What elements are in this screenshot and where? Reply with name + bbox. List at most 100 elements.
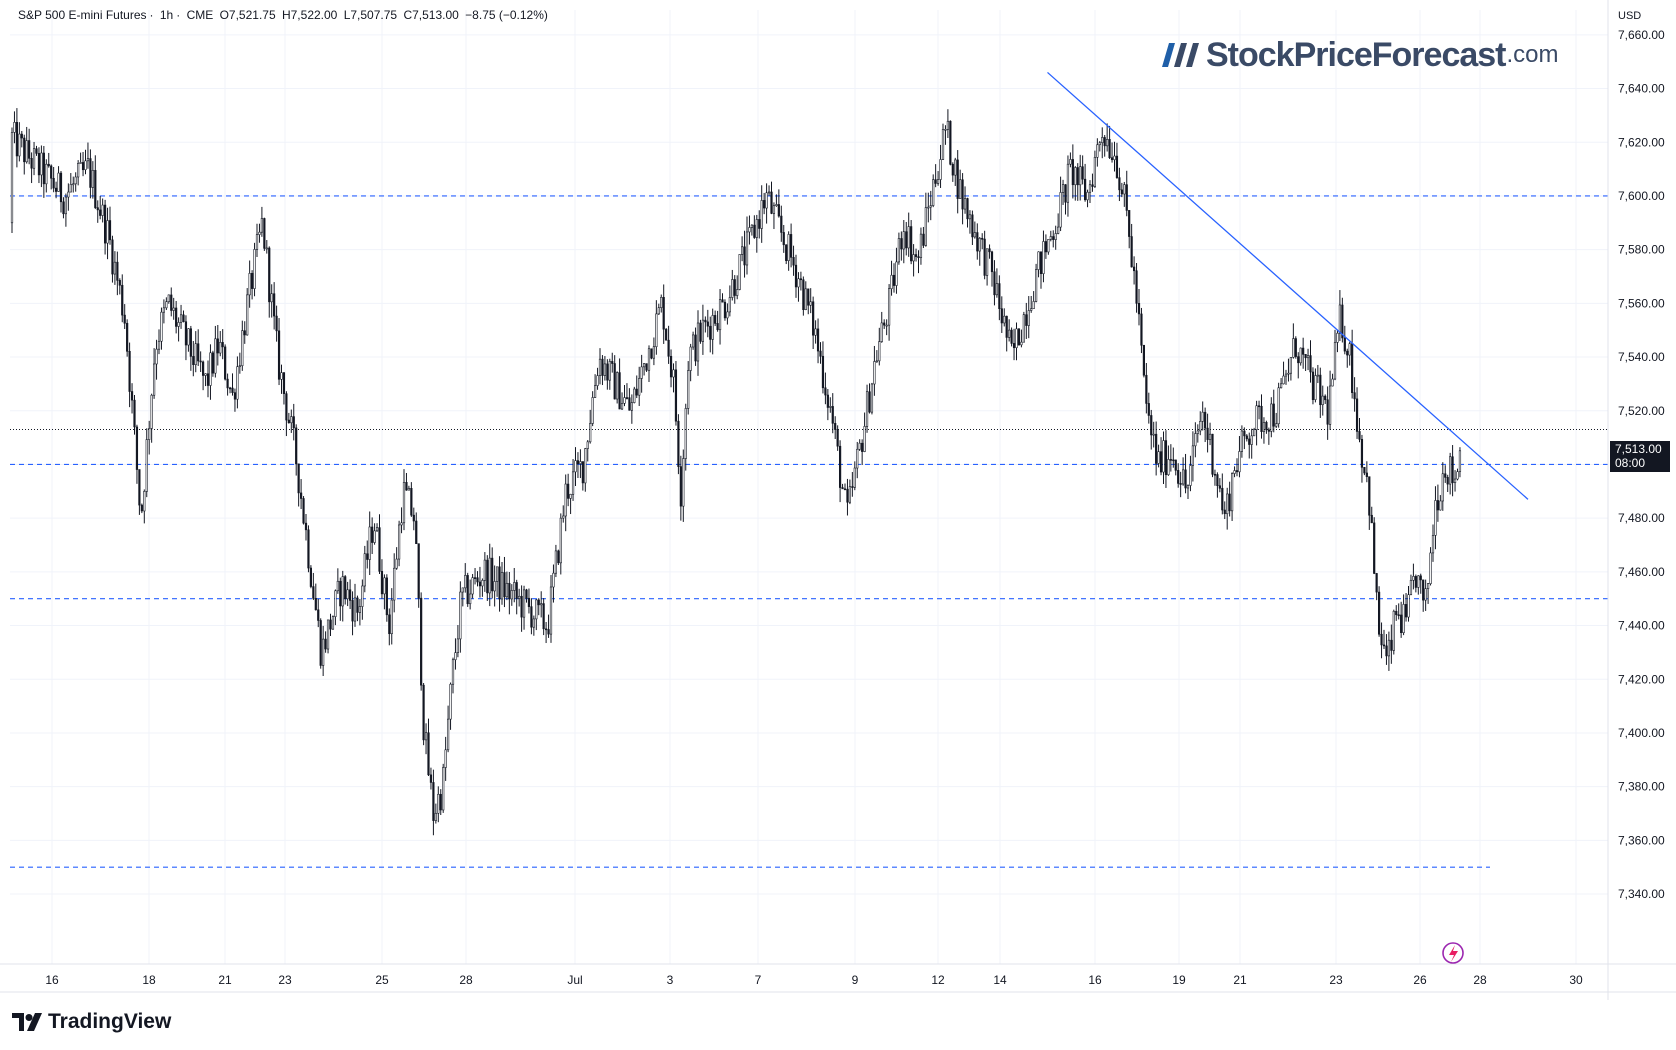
candle bbox=[383, 574, 386, 610]
candle bbox=[197, 329, 200, 366]
candle bbox=[1091, 173, 1094, 192]
candle bbox=[62, 197, 65, 219]
candle bbox=[1113, 141, 1116, 172]
candle bbox=[182, 310, 185, 323]
candle-body bbox=[576, 460, 580, 464]
candle bbox=[728, 285, 731, 317]
candle bbox=[1096, 138, 1099, 167]
time-scale[interactable]: 16 18 21 23 25 28 Jul 3 7 9 12 14 16 19 21 23 26 28 30 bbox=[45, 973, 1583, 987]
candle bbox=[133, 395, 136, 435]
candle-body bbox=[1358, 431, 1361, 440]
candle-body bbox=[1064, 184, 1067, 203]
candle bbox=[593, 374, 597, 398]
candle bbox=[400, 507, 403, 534]
candle bbox=[13, 111, 16, 144]
candle bbox=[532, 615, 535, 636]
candle bbox=[138, 469, 141, 515]
candle bbox=[620, 392, 624, 410]
trendline[interactable] bbox=[1047, 71, 1529, 500]
symbol-header[interactable]: S&P 500 E-mini Futures · 1h · CME O7,521.7… bbox=[18, 8, 548, 22]
candle-body bbox=[449, 683, 452, 720]
candle-body bbox=[963, 198, 967, 210]
candle bbox=[1017, 328, 1021, 346]
candle bbox=[483, 552, 486, 592]
close-value: C7,513.00 bbox=[403, 8, 459, 22]
candle bbox=[1005, 315, 1008, 352]
candle bbox=[1387, 631, 1390, 671]
candle-body bbox=[1306, 355, 1310, 359]
candle bbox=[1353, 377, 1356, 412]
y-tick-label: 7,660.00 bbox=[1618, 28, 1665, 42]
candle-body bbox=[709, 325, 712, 340]
candle bbox=[248, 260, 251, 308]
candle bbox=[1280, 378, 1283, 389]
candle bbox=[589, 409, 592, 444]
candle-body bbox=[84, 160, 87, 171]
candle-body bbox=[1326, 399, 1329, 425]
candle-body bbox=[1439, 500, 1442, 511]
candle-body bbox=[503, 572, 506, 598]
candle bbox=[1329, 370, 1332, 430]
symbol-name[interactable]: S&P 500 E-mini Futures bbox=[18, 8, 147, 22]
candle-body bbox=[13, 122, 16, 133]
candle-body bbox=[1211, 433, 1214, 475]
candle bbox=[554, 544, 557, 578]
candle bbox=[486, 555, 489, 601]
candle bbox=[834, 416, 837, 440]
candle-body bbox=[706, 321, 709, 327]
candle bbox=[674, 360, 678, 426]
candle-body bbox=[488, 557, 491, 594]
candle-body bbox=[368, 526, 371, 560]
candle bbox=[917, 250, 920, 274]
candle bbox=[1071, 144, 1074, 199]
candle-body bbox=[1123, 184, 1126, 195]
candle-body bbox=[807, 288, 810, 306]
candle-body bbox=[366, 553, 369, 560]
chart-area[interactable]: 7,340.00 7,360.00 7,380.00 7,400.00 7,420.00… bbox=[0, 0, 1676, 1000]
candle-body bbox=[1294, 338, 1297, 357]
candle-body bbox=[1250, 435, 1253, 445]
flash-icon[interactable] bbox=[1442, 942, 1464, 964]
candle bbox=[777, 189, 780, 218]
currency-label[interactable]: USD bbox=[1618, 10, 1642, 22]
candle bbox=[459, 581, 462, 653]
candle bbox=[211, 350, 215, 377]
candle-body bbox=[395, 558, 398, 569]
candle bbox=[1287, 358, 1290, 382]
candle bbox=[45, 159, 48, 193]
candle-body bbox=[263, 218, 266, 249]
candle bbox=[1125, 170, 1128, 217]
candle-body bbox=[101, 204, 104, 216]
candle-body bbox=[295, 427, 298, 465]
candle-body bbox=[1287, 372, 1290, 375]
candle-body bbox=[924, 207, 927, 246]
candle-body bbox=[902, 231, 905, 250]
candle bbox=[851, 472, 854, 497]
price-scale[interactable]: 7,340.00 7,360.00 7,380.00 7,400.00 7,420.00… bbox=[1618, 28, 1665, 901]
candle-body bbox=[694, 334, 697, 362]
candle-body bbox=[922, 233, 925, 246]
candle-body bbox=[819, 350, 822, 357]
candle-body bbox=[1324, 395, 1327, 401]
candle bbox=[442, 763, 445, 813]
candle bbox=[824, 372, 827, 405]
candle bbox=[709, 316, 712, 353]
candle bbox=[518, 588, 521, 607]
candle bbox=[684, 403, 687, 471]
candle-body bbox=[696, 322, 700, 362]
price-chart[interactable]: 7,340.00 7,360.00 7,380.00 7,400.00 7,420.00… bbox=[0, 0, 1676, 1000]
candle-body bbox=[863, 426, 866, 452]
tradingview-brand[interactable]: TradingView bbox=[12, 1010, 171, 1034]
candle bbox=[25, 126, 28, 164]
candle bbox=[1054, 225, 1057, 250]
candle bbox=[30, 152, 33, 184]
candle bbox=[633, 386, 636, 404]
candle bbox=[1267, 427, 1270, 445]
candle bbox=[579, 449, 582, 479]
interval-label[interactable]: 1h bbox=[159, 8, 174, 22]
candle-body bbox=[1238, 451, 1241, 473]
candle-body bbox=[265, 247, 268, 250]
candle bbox=[1395, 605, 1398, 621]
candle-body bbox=[645, 363, 648, 371]
candle bbox=[295, 424, 298, 476]
